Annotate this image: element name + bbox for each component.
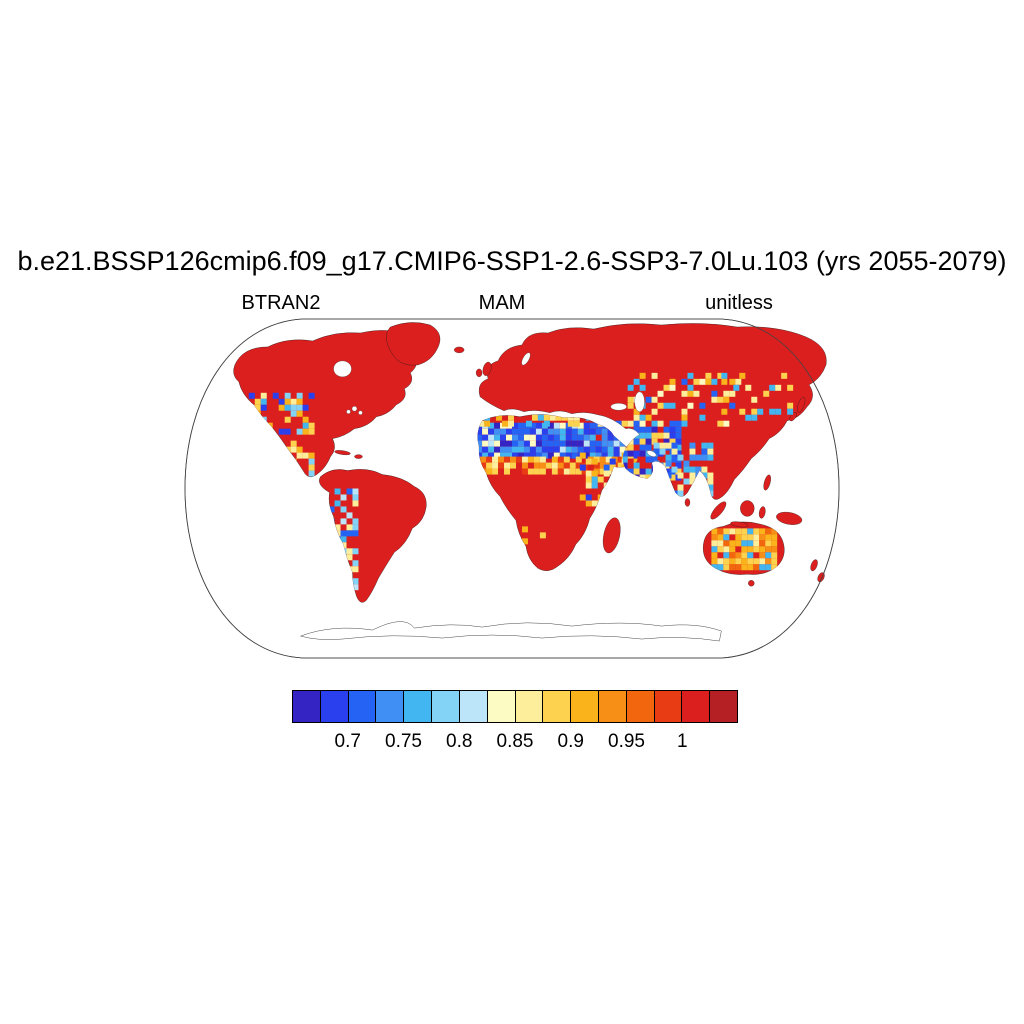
- new-guinea: [776, 511, 803, 525]
- colorbar-cell: [654, 691, 683, 722]
- caspian-sea: [634, 391, 645, 412]
- world-map: [183, 316, 841, 662]
- philippines: [763, 474, 771, 491]
- subtitle-season: MAM: [478, 292, 526, 314]
- antarctica-outline: [299, 621, 722, 642]
- madagascar: [602, 517, 621, 554]
- inland-water: [333, 352, 657, 457]
- subtitle-variable: BTRAN2: [241, 292, 321, 314]
- great-lake-2: [358, 410, 363, 415]
- colorbar-cell: [710, 691, 737, 722]
- java: [730, 521, 749, 528]
- japan-south: [789, 412, 797, 422]
- new-zealand-north: [810, 559, 818, 572]
- colorbar-tick-label: 0.75: [385, 731, 422, 752]
- colorbar-cell: [626, 691, 655, 722]
- colorbar: [292, 690, 738, 723]
- colorbar-cell: [404, 691, 433, 722]
- colorbar-cell: [348, 691, 377, 722]
- map-region-southern-africa-patch: [521, 526, 546, 545]
- subtitle-units: unitless: [705, 292, 773, 314]
- colorbar-cell: [320, 691, 349, 722]
- colorbar-cell: [376, 691, 405, 722]
- colorbar-tick-label: 0.7: [334, 731, 361, 752]
- sumatra: [710, 501, 727, 520]
- sri-lanka: [684, 498, 691, 507]
- great-lake-1: [351, 406, 358, 412]
- japan-north: [797, 397, 806, 413]
- map-region-central-southwest-asia: [627, 372, 742, 427]
- world-map-svg: [184, 318, 840, 659]
- great-britain: [482, 361, 492, 376]
- black-sea: [610, 403, 627, 411]
- colorbar-cell: [432, 691, 460, 722]
- baltic-sea: [521, 352, 531, 366]
- map-region-sahara-core: [477, 422, 626, 459]
- colorbar-cell: [487, 691, 516, 722]
- colorbar-cell: [293, 691, 321, 722]
- colorbar-labels: 0.7 0.75 0.8 0.85 0.9 0.95 1: [292, 731, 738, 755]
- persian-gulf: [646, 450, 657, 457]
- cuba: [334, 450, 351, 456]
- map-region-mongolia-east-asia: [721, 372, 794, 421]
- colorbar-tick-label: 0.95: [608, 731, 645, 752]
- tasmania: [748, 580, 755, 587]
- colorbar-cell: [543, 691, 572, 722]
- colorbar-tick-label: 0.85: [496, 731, 534, 752]
- colorbar-cell: [598, 691, 627, 722]
- ireland: [475, 368, 483, 377]
- hudson-bay: [333, 360, 352, 377]
- continent-north-america: [233, 330, 417, 478]
- colorbar-tick-label: 0.8: [446, 731, 473, 752]
- map-frame-stroke: [184, 318, 840, 659]
- borneo: [740, 500, 755, 517]
- great-lake-3: [346, 409, 351, 414]
- colorbar-cell: [682, 691, 711, 722]
- colorbar-cell: [571, 691, 599, 722]
- sulawesi: [758, 506, 766, 519]
- hispaniola: [354, 454, 363, 459]
- plot-title: b.e21.BSSP126cmip6.f09_g17.CMIP6-SSP1-2.…: [17, 246, 1007, 276]
- colorbar-tick-label: 1: [676, 731, 688, 752]
- colorbar-cell: [515, 691, 544, 722]
- iceland: [454, 346, 465, 354]
- map-region-australia-interior: [711, 528, 778, 571]
- greenland: [386, 322, 441, 366]
- colorbar-cell: [459, 691, 488, 722]
- colorbar-tick-label: 0.9: [557, 731, 584, 752]
